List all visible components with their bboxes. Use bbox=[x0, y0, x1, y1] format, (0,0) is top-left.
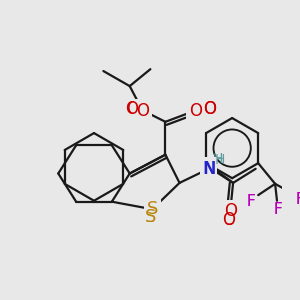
Text: H: H bbox=[215, 153, 225, 167]
Text: N: N bbox=[202, 160, 215, 178]
Text: F: F bbox=[246, 194, 255, 209]
Text: O: O bbox=[224, 202, 237, 220]
Text: O: O bbox=[203, 100, 216, 118]
Text: S: S bbox=[147, 200, 158, 218]
Text: O: O bbox=[203, 100, 216, 118]
Text: S: S bbox=[145, 208, 156, 226]
Text: F: F bbox=[295, 192, 300, 207]
Text: H: H bbox=[213, 152, 223, 167]
Text: O: O bbox=[189, 101, 202, 119]
Text: F: F bbox=[246, 194, 255, 209]
Text: O: O bbox=[125, 100, 138, 118]
Text: F: F bbox=[295, 192, 300, 207]
Text: F: F bbox=[274, 202, 282, 217]
Text: F: F bbox=[274, 202, 282, 217]
Text: N: N bbox=[203, 160, 216, 178]
Text: O: O bbox=[222, 212, 235, 230]
Text: O: O bbox=[126, 100, 139, 118]
Text: O: O bbox=[136, 101, 149, 119]
Text: S: S bbox=[145, 208, 156, 226]
Text: N: N bbox=[203, 160, 216, 178]
Text: O: O bbox=[222, 212, 235, 230]
